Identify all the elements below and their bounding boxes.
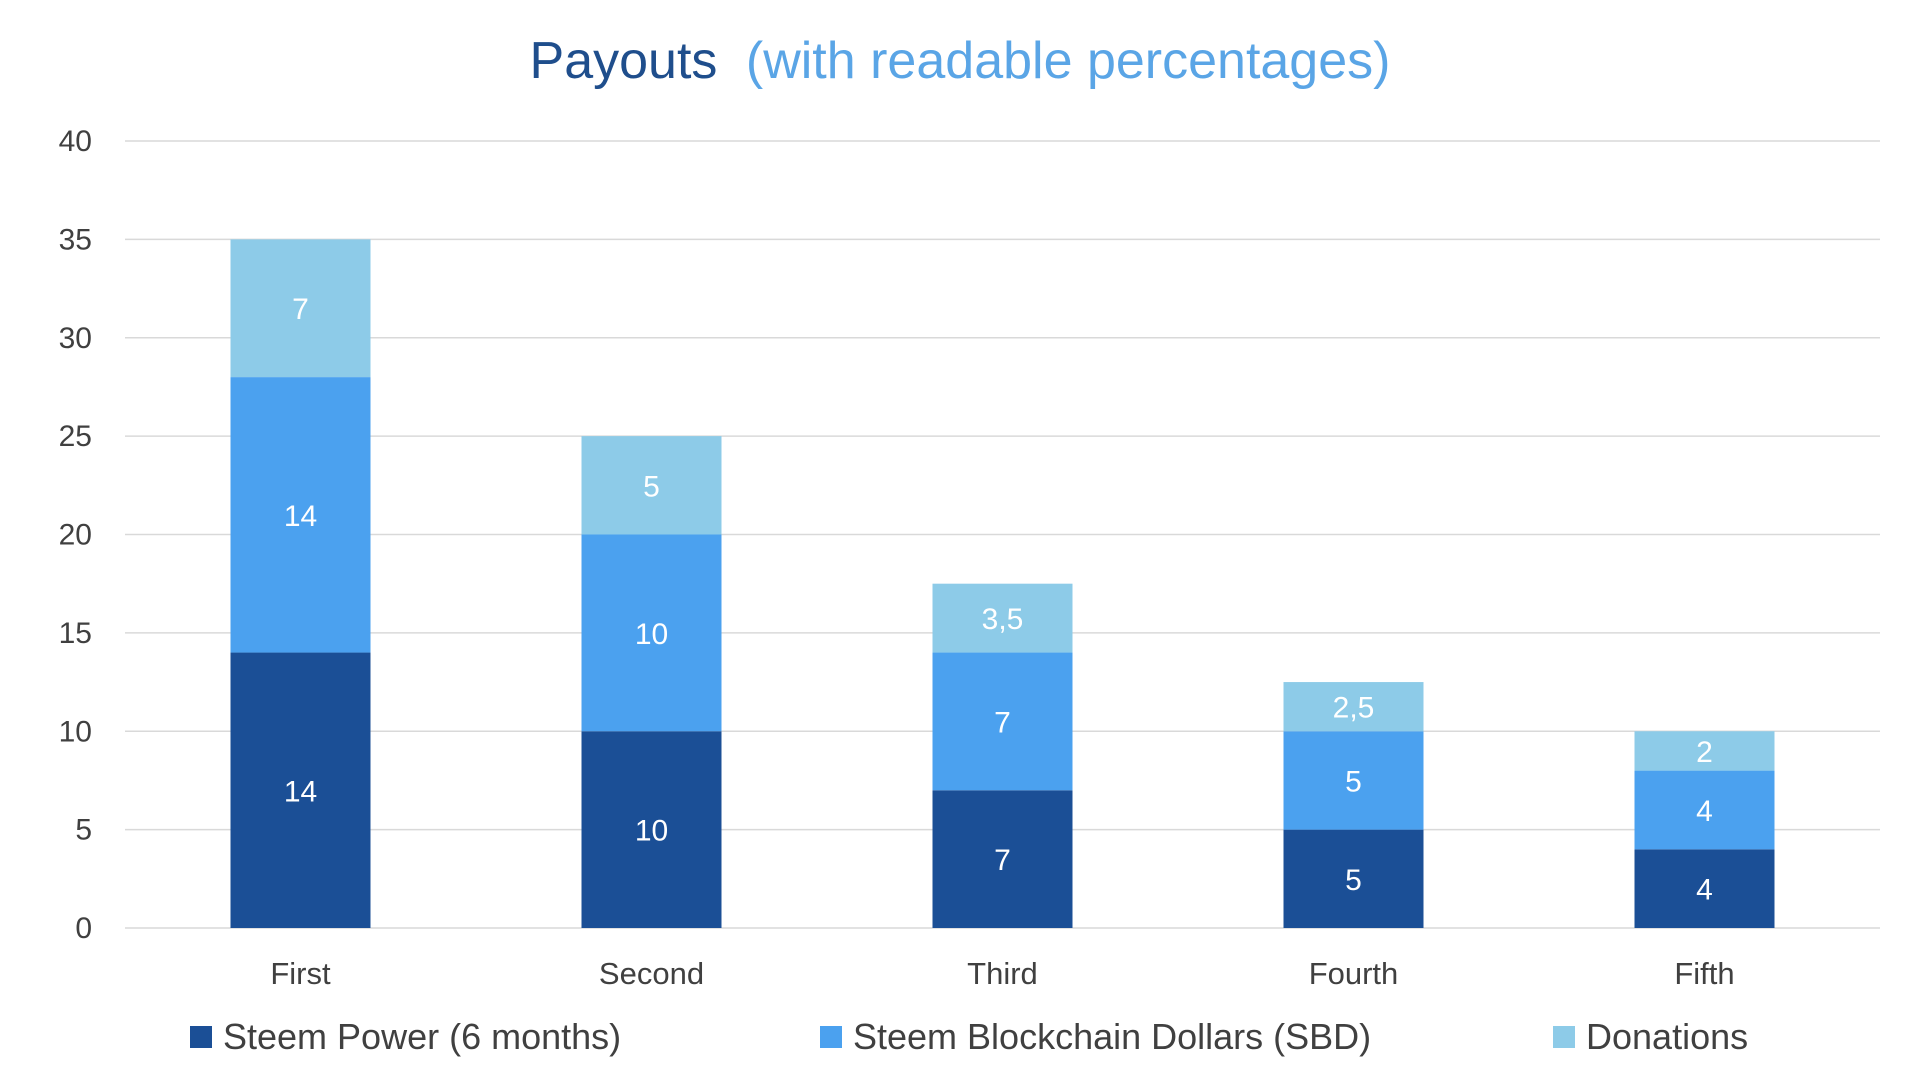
legend-label: Donations: [1586, 1016, 1748, 1057]
data-label: 5: [1345, 765, 1362, 798]
data-label: 14: [284, 500, 317, 533]
y-axis-ticks: 0 5 10 15 20 25 30 35 40: [59, 125, 92, 945]
bar-segment: [230, 239, 371, 378]
legend-label: Steem Power (6 months): [223, 1016, 621, 1057]
legend-swatch: [190, 1026, 212, 1048]
data-label: 7: [292, 293, 309, 326]
bar-segment: [230, 377, 371, 653]
bar-segment: [932, 583, 1073, 653]
data-label: 2: [1696, 736, 1713, 769]
bars: [230, 239, 1775, 928]
bar-segment: [932, 652, 1073, 791]
y-tick-label: 30: [59, 322, 92, 355]
x-category-label: Third: [967, 956, 1038, 991]
x-category-label: Fifth: [1674, 956, 1734, 991]
chart-title: Payouts (with readable percentages): [530, 32, 1391, 90]
legend-swatch: [820, 1026, 842, 1048]
data-label: 10: [635, 815, 668, 848]
y-tick-label: 5: [75, 814, 92, 847]
bar-segment: [932, 790, 1073, 928]
bar-segment: [581, 436, 722, 535]
data-label: 4: [1696, 795, 1713, 828]
data-label: 7: [994, 706, 1011, 739]
y-tick-label: 0: [75, 912, 92, 945]
y-tick-label: 15: [59, 617, 92, 650]
data-label: 5: [1345, 864, 1362, 897]
bar-segment: [1634, 770, 1775, 850]
data-label: 5: [643, 470, 660, 503]
legend-swatch: [1553, 1026, 1575, 1048]
bar-segment: [1634, 849, 1775, 928]
bar-segment: [1283, 731, 1424, 830]
y-tick-label: 10: [59, 715, 92, 748]
bar-segment: [1634, 731, 1775, 771]
y-tick-label: 40: [59, 125, 92, 158]
bar-segment: [581, 731, 722, 928]
data-label: 14: [284, 775, 317, 808]
data-label: 3,5: [982, 603, 1024, 636]
bar-segment: [230, 652, 371, 928]
legend: Steem Power (6 months) Steem Blockchain D…: [190, 1016, 1748, 1057]
data-label: 2,5: [1333, 692, 1375, 725]
bar-segment: [1283, 829, 1424, 928]
bar-segment: [581, 534, 722, 732]
data-label: 10: [635, 618, 668, 651]
gridlines: [125, 140, 1880, 929]
y-tick-label: 25: [59, 420, 92, 453]
y-tick-label: 20: [59, 519, 92, 552]
x-category-label: Fourth: [1309, 956, 1399, 991]
bar-segment: [1283, 682, 1424, 732]
data-label: 4: [1696, 874, 1713, 907]
x-category-label: First: [270, 956, 331, 991]
x-category-label: Second: [599, 956, 704, 991]
y-tick-label: 35: [59, 223, 92, 256]
data-label: 7: [994, 844, 1011, 877]
chart-title-main: Payouts: [530, 32, 718, 90]
data-labels: 14 14 7 10 10 5 7 7 3,5 5 5 2,5 4 4 2: [284, 293, 1713, 906]
chart-title-sub: (with readable percentages): [746, 32, 1391, 90]
legend-label: Steem Blockchain Dollars (SBD): [853, 1016, 1371, 1057]
x-axis-categories: First Second Third Fourth Fifth: [270, 956, 1734, 991]
